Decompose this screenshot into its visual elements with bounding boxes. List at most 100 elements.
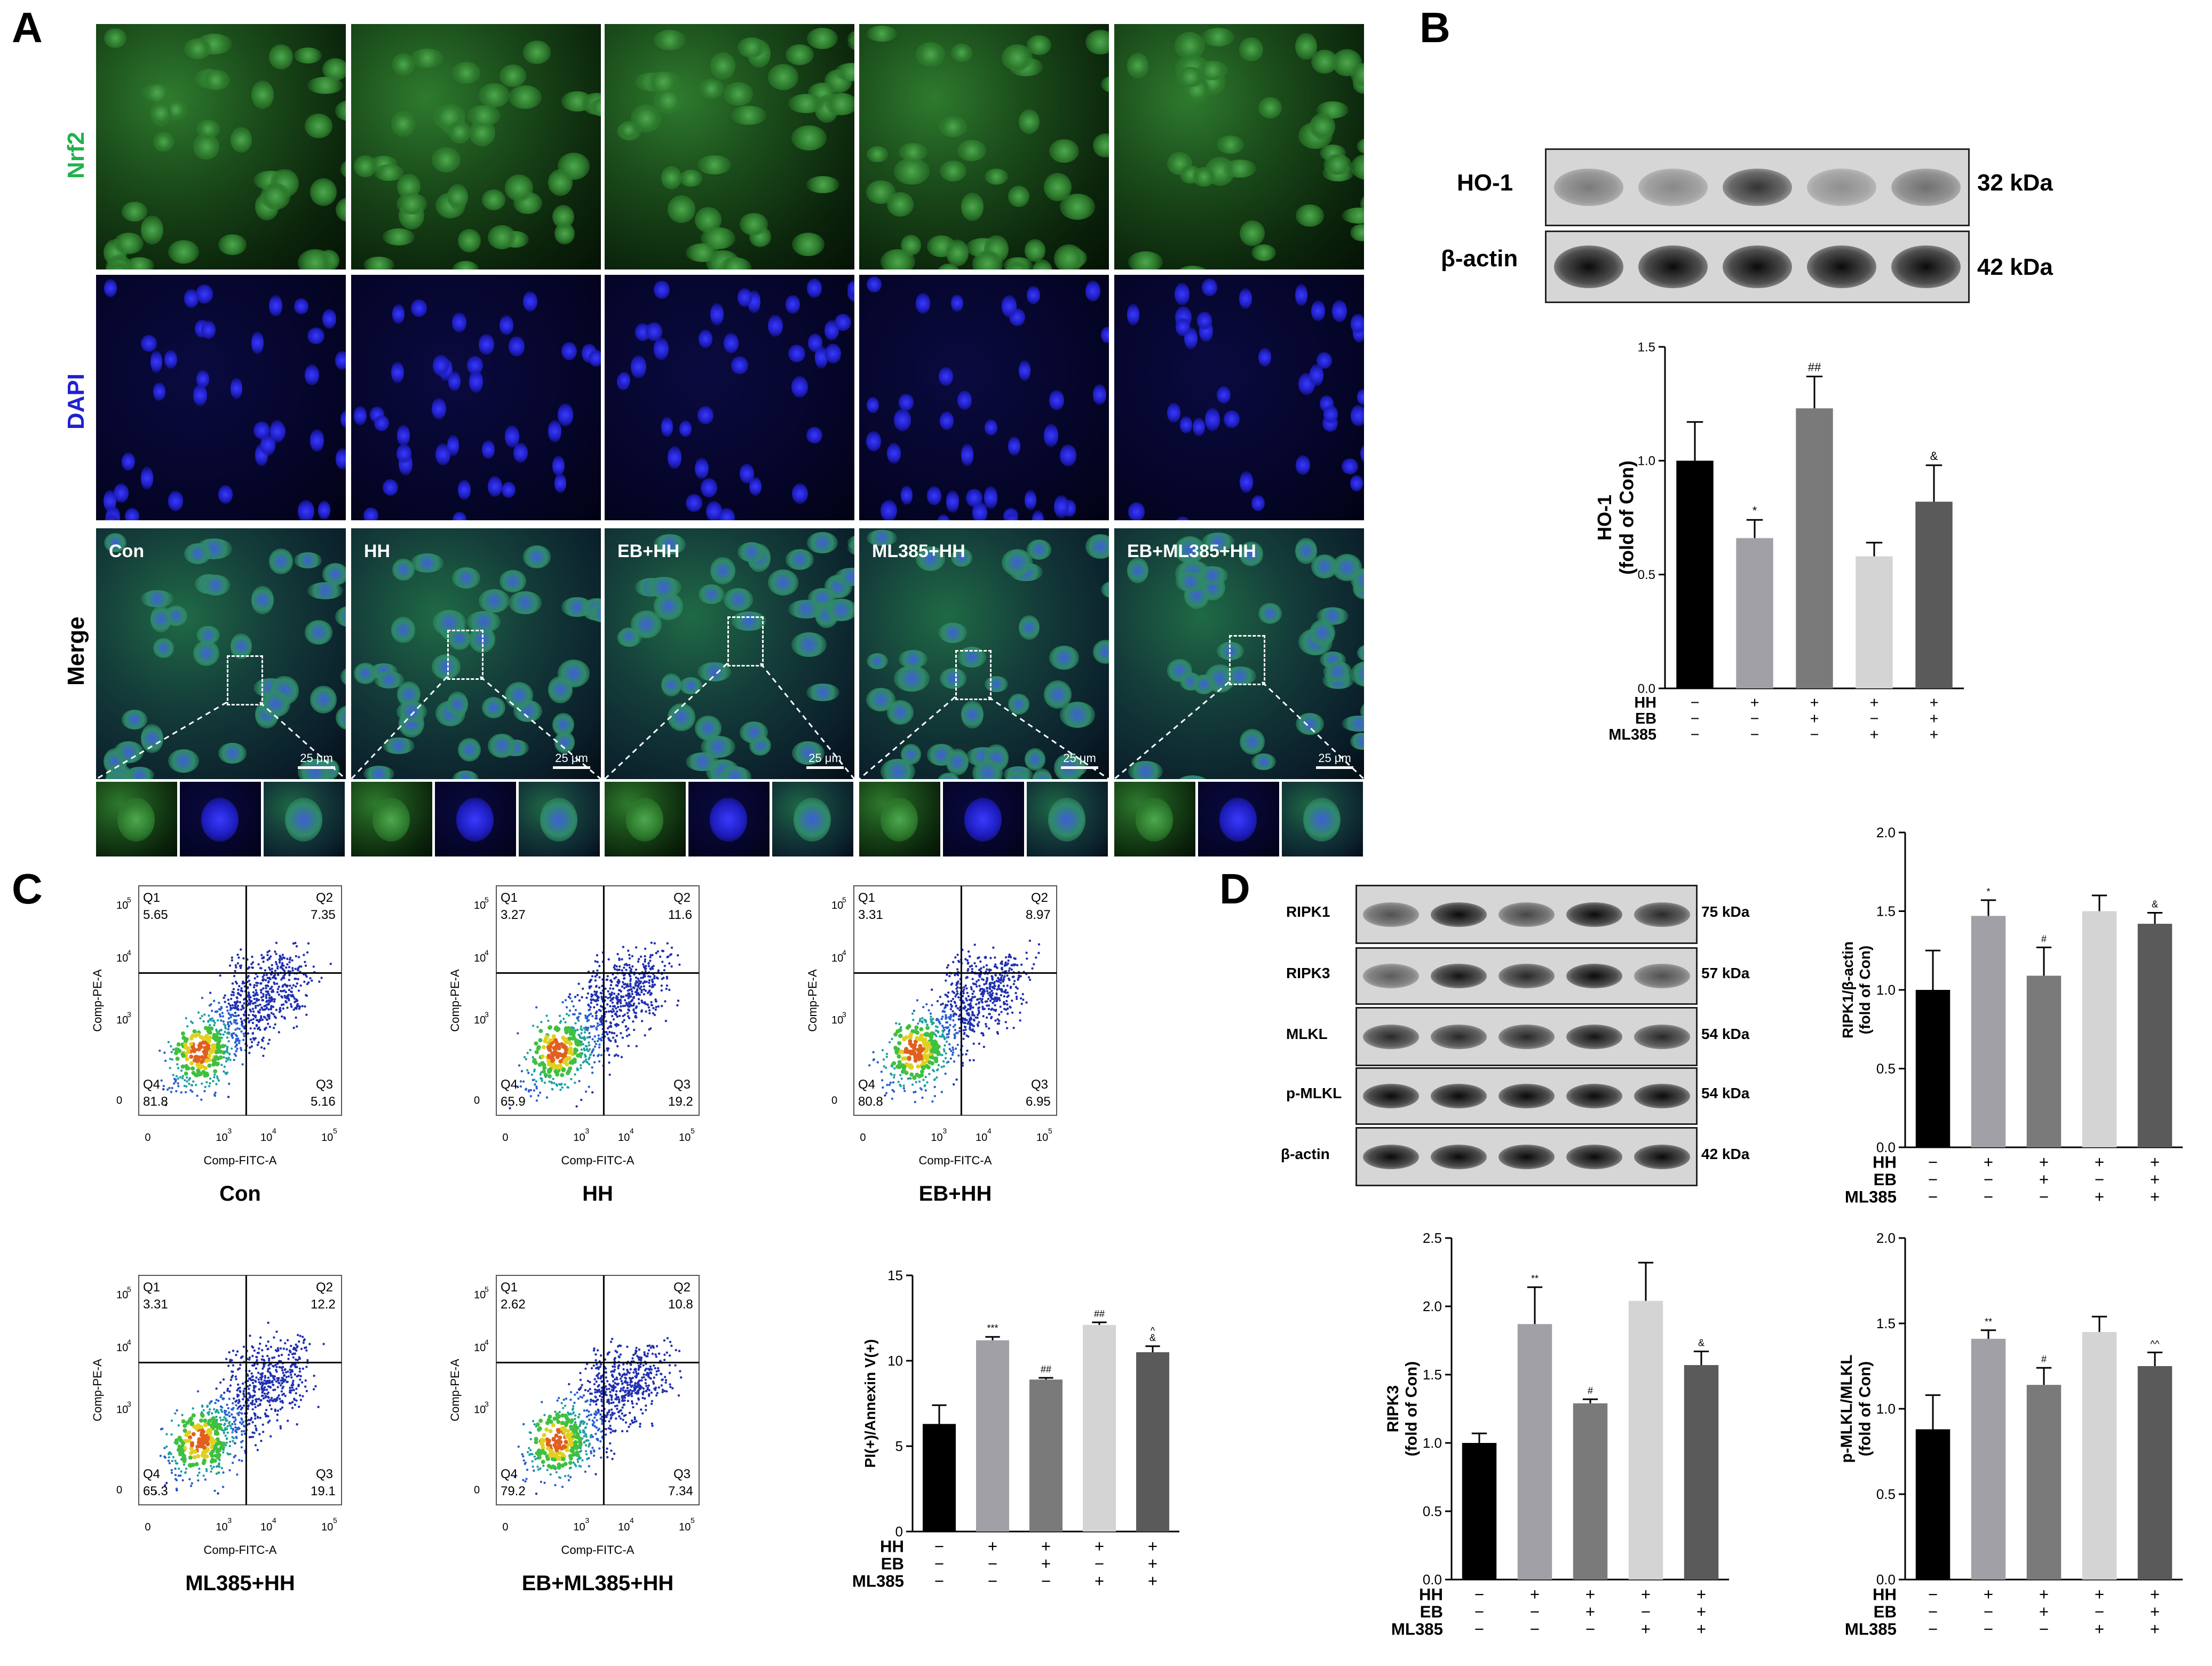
cell — [451, 567, 481, 589]
flow-event — [256, 1448, 259, 1451]
flow-event — [177, 1424, 180, 1427]
flow-event — [238, 1411, 241, 1414]
flow-event — [243, 1002, 245, 1005]
flow-event — [976, 1016, 979, 1019]
flow-event — [564, 1405, 567, 1407]
flow-event — [276, 1413, 279, 1416]
flow-event — [264, 1376, 267, 1379]
flow-event — [1000, 1011, 1003, 1013]
blot-band — [1363, 964, 1419, 988]
flow-event — [646, 1003, 649, 1006]
flow-event — [248, 998, 251, 1001]
flow-event — [268, 987, 272, 990]
flow-event — [210, 1003, 212, 1006]
flow-event — [177, 1082, 179, 1085]
flow-event — [228, 1415, 231, 1418]
flow-event — [239, 1386, 241, 1389]
flow-event — [329, 963, 332, 965]
flow-event — [966, 991, 969, 994]
flow-event — [184, 1071, 188, 1076]
flow-event — [973, 982, 976, 986]
flow-event — [274, 977, 278, 980]
flow-event — [999, 1005, 1002, 1008]
flow-event — [183, 1446, 187, 1451]
flow-event — [249, 1002, 252, 1004]
flow-event — [209, 1026, 214, 1031]
cell — [1136, 798, 1173, 842]
flow-title-0: Con — [219, 1182, 261, 1205]
flow-event — [971, 1024, 974, 1027]
cell — [654, 29, 686, 50]
flow-event — [198, 1467, 201, 1470]
flow-event — [557, 1462, 561, 1467]
flow-event — [657, 1386, 660, 1389]
flow-event — [962, 992, 965, 995]
cell — [230, 633, 252, 659]
flow-event — [294, 1403, 297, 1406]
flow-event — [897, 1060, 902, 1065]
flow-event — [281, 977, 284, 979]
flow-event — [942, 1010, 945, 1012]
flow-event — [204, 1049, 209, 1053]
flow-event — [548, 1080, 551, 1083]
flow-event — [593, 1347, 596, 1350]
flow-event — [278, 1366, 281, 1369]
flow-event — [645, 980, 648, 983]
flow-event — [240, 1423, 243, 1425]
cell — [196, 284, 213, 304]
flow-plot-4: Q12.62Q210.8Q37.34Q479.2Comp-PE-AComp-FI… — [448, 1275, 700, 1557]
flow-event — [583, 1435, 585, 1438]
cell — [1175, 32, 1205, 60]
flow-event — [195, 1059, 200, 1064]
cell — [1174, 775, 1210, 779]
flow-event — [261, 999, 265, 1002]
scale-bar-line — [1316, 766, 1353, 769]
flow-event — [1009, 955, 1012, 957]
flow-event — [553, 1082, 556, 1084]
flow-event — [569, 997, 572, 999]
quadrant-label-q2: Q2 — [316, 891, 333, 905]
flow-event — [209, 1436, 214, 1441]
flow-event — [302, 1395, 304, 1398]
flow-event — [971, 967, 974, 971]
flow-event — [271, 1381, 274, 1384]
flow-event — [268, 966, 271, 969]
flow-event — [281, 1406, 284, 1409]
flow-event — [267, 990, 269, 993]
flow-event — [538, 1091, 542, 1094]
cell — [1100, 76, 1109, 93]
cell — [141, 590, 173, 607]
flow-event — [167, 1041, 170, 1043]
flow-event — [211, 1467, 213, 1470]
cell — [391, 361, 405, 384]
flow-event — [981, 998, 984, 1001]
flow-event — [939, 995, 942, 998]
cell — [363, 256, 394, 269]
flow-event — [1002, 979, 1005, 981]
flow-event — [235, 1002, 237, 1005]
flow-event — [238, 1400, 241, 1403]
flow-event — [222, 1418, 225, 1421]
flow-event — [988, 981, 992, 985]
flow-event — [272, 990, 275, 993]
cell — [153, 131, 174, 152]
flow-ytick: 10 — [831, 1014, 843, 1026]
flow-event — [614, 967, 616, 971]
flow-event — [575, 1465, 577, 1467]
flow-event — [966, 1007, 970, 1011]
flow-event — [636, 1355, 639, 1358]
flow-xtick: 10 — [321, 1521, 333, 1533]
flow-event — [962, 1006, 965, 1010]
flow-event — [218, 1029, 221, 1032]
flow-event — [593, 1045, 596, 1048]
flow-event — [631, 1402, 634, 1405]
flow-event — [644, 989, 647, 992]
flow-event — [256, 1352, 259, 1354]
flow-event — [288, 958, 291, 961]
flow-event — [175, 1075, 178, 1077]
flow-event — [880, 1070, 883, 1073]
flow-event — [240, 1418, 243, 1421]
flow-event — [954, 1028, 957, 1032]
flow-event — [593, 1006, 596, 1009]
flow-event — [926, 1081, 929, 1084]
